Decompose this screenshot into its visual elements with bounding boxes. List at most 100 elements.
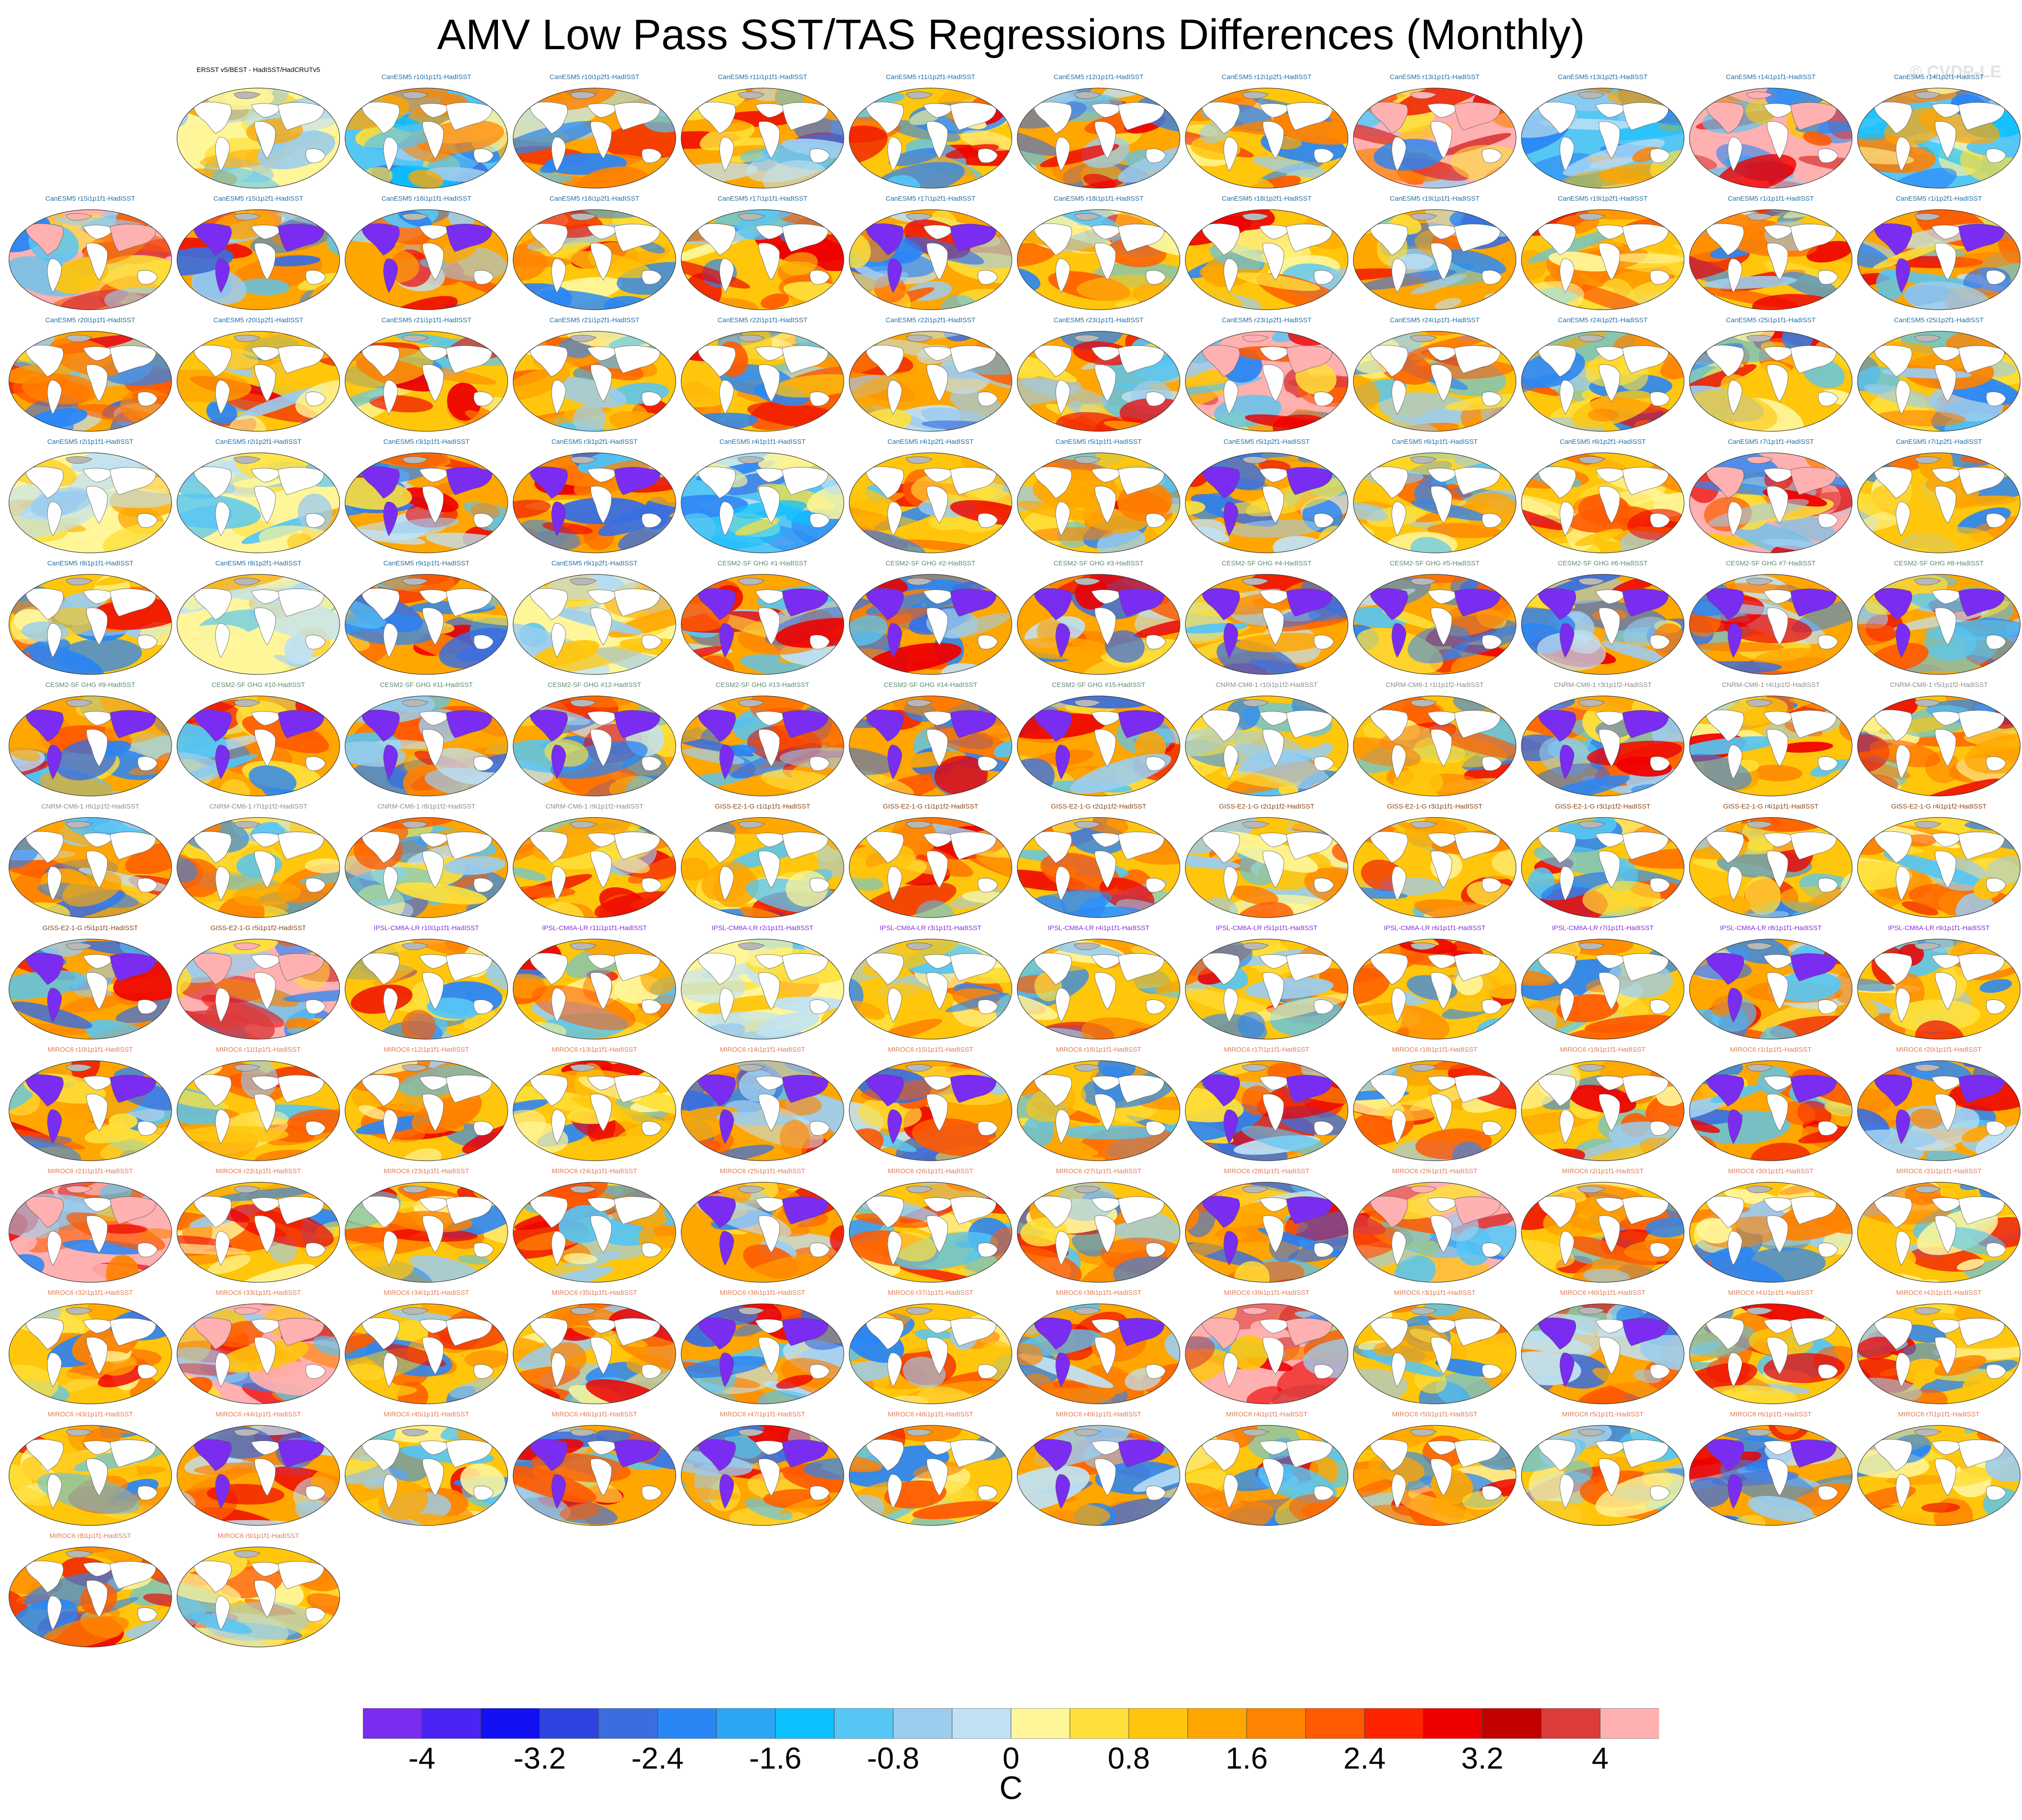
map-panel: CanESM5 r3i1p1f1-HadISST (342, 438, 510, 556)
map-panel: MIROC6 r12i1p1f1-HadISST (342, 1046, 510, 1163)
world-map (8, 209, 172, 310)
map-panel: CanESM5 r16i1p1f1-HadISST (342, 195, 510, 312)
map-panel: CESM2-SF GHG #12-HadISST (510, 682, 678, 799)
map-panel: CanESM5 r9i1p1f1-HadISST (342, 560, 510, 677)
map-panel: CanESM5 r5i1p2f1-HadISST (1183, 438, 1351, 556)
world-map (1017, 1425, 1180, 1526)
map-panel: MIROC6 r36i1p1f1-HadISST (678, 1289, 847, 1407)
world-map (8, 695, 172, 796)
world-map (177, 1425, 340, 1526)
map-panel: MIROC6 r20i1p1f1-HadISST (1855, 1046, 2022, 1163)
map-panel-title: MIROC6 r40i1p1f1-HadISST (1560, 1289, 1646, 1297)
map-panel-title: CanESM5 r18i1p1f1-HadISST (1053, 195, 1144, 202)
map-panel-title: MIROC6 r38i1p1f1-HadISST (1056, 1289, 1142, 1297)
map-panel: CanESM5 r6i1p1f1-HadISST (1351, 438, 1519, 556)
map-panel: MIROC6 r25i1p1f1-HadISST (678, 1168, 847, 1285)
map-panel-title: CanESM5 r9i1p2f1-HadISST (551, 560, 638, 567)
world-map (177, 1182, 340, 1283)
map-panel-title: CESM2-SF GHG #4-HadISST (1222, 560, 1312, 567)
map-panel: MIROC6 r2i1p1f1-HadISST (1519, 1168, 1687, 1285)
map-panel: CESM2-SF GHG #4-HadISST (1183, 560, 1351, 677)
map-panel-title: MIROC6 r8i1p1f1-HadISST (49, 1533, 131, 1540)
world-map (345, 452, 508, 553)
world-map (177, 1303, 340, 1404)
map-panel: MIROC6 r31i1p1f1-HadISST (1855, 1168, 2022, 1285)
map-panel-title: CanESM5 r8i1p1f1-HadISST (47, 560, 134, 567)
map-panel: CanESM5 r4i1p1f1-HadISST (678, 438, 847, 556)
world-map (513, 209, 676, 310)
world-map (1521, 1060, 1685, 1161)
colorbar-tick-label: 2.4 (1343, 1741, 1386, 1775)
world-map (681, 331, 844, 432)
map-panel-title: CanESM5 r14i1p2f1-HadISST (1894, 74, 1984, 81)
map-panel: MIROC6 r11i1p1f1-HadISST (174, 1046, 342, 1163)
map-panel-title: IPSL-CM6A-LR r7i1p1f1-HadISST (1552, 925, 1654, 932)
map-panel-title: MIROC6 r15i1p1f1-HadISST (888, 1046, 973, 1053)
map-panel: CanESM5 r15i1p1f1-HadISST (6, 195, 174, 312)
map-panel-title: CanESM5 r4i1p1f1-HadISST (719, 438, 806, 446)
map-panel-title: CanESM5 r17i1p2f1-HadISST (885, 195, 976, 202)
map-panel-title: MIROC6 r37i1p1f1-HadISST (888, 1289, 973, 1297)
map-panel-title: CESM2-SF GHG #12-HadISST (548, 682, 641, 689)
colorbar-swatch (1129, 1708, 1188, 1739)
map-panel: CanESM5 r12i1p2f1-HadISST (1183, 74, 1351, 191)
map-panel-title: GISS-E2-1-G r5i1p1f2-HadISST (211, 925, 306, 932)
map-panel-title: CanESM5 r17i1p1f1-HadISST (717, 195, 808, 202)
map-panel-title: CNRM-CM6-1 r4i1p1f2-HadISST (1722, 682, 1820, 689)
map-panel: CESM2-SF GHG #11-HadISST (342, 682, 510, 799)
map-panel-title: CanESM5 r19i1p1f1-HadISST (1390, 195, 1480, 202)
colorbar-swatch (775, 1708, 835, 1739)
map-panel-title: MIROC6 r26i1p1f1-HadISST (888, 1168, 973, 1175)
map-panel: CESM2-SF GHG #13-HadISST (678, 682, 847, 799)
map-panel-title: MIROC6 r24i1p1f1-HadISST (552, 1168, 637, 1175)
world-map (8, 1425, 172, 1526)
colorbar-swatch (1187, 1708, 1247, 1739)
world-map (1689, 1060, 1853, 1161)
map-panel: MIROC6 r10i1p1f1-HadISST (6, 1046, 174, 1163)
map-panel: CanESM5 r7i1p1f1-HadISST (1687, 438, 1855, 556)
world-map (1017, 88, 1180, 189)
map-panel-title: GISS-E2-1-G r5i1p1f1-HadISST (42, 925, 138, 932)
map-panel-title: MIROC6 r41i1p1f1-HadISST (1728, 1289, 1814, 1297)
map-panel: CanESM5 r13i1p2f1-HadISST (1519, 74, 1687, 191)
map-panel: CanESM5 r8i1p2f1-HadISST (174, 560, 342, 677)
map-panel-title: GISS-E2-1-G r3i1p1f2-HadISST (1555, 803, 1651, 810)
map-panel: GISS-E2-1-G r1i1p1f1-HadISST (678, 803, 847, 920)
map-panel: MIROC6 r42i1p1f1-HadISST (1855, 1289, 2022, 1407)
map-panel: CanESM5 r1i1p1f1-HadISST (1687, 195, 1855, 312)
map-panel: GISS-E2-1-G r4i1p1f1-HadISST (1687, 803, 1855, 920)
map-panel-title: CanESM5 r5i1p1f1-HadISST (1055, 438, 1142, 446)
map-panel: IPSL-CM6A-LR r9i1p1f1-HadISST (1855, 925, 2022, 1042)
map-panel: CanESM5 r19i1p1f1-HadISST (1351, 195, 1519, 312)
map-panel: MIROC6 r6i1p1f1-HadISST (1687, 1411, 1855, 1528)
map-panel: MIROC6 r28i1p1f1-HadISST (1183, 1168, 1351, 1285)
world-map (681, 1060, 844, 1161)
colorbar-swatch (1070, 1708, 1129, 1739)
map-panel-title: CNRM-CM6-1 r6i1p1f2-HadISST (41, 803, 139, 810)
map-panel-title: MIROC6 r28i1p1f1-HadISST (1224, 1168, 1310, 1175)
map-panel: CanESM5 r15i1p2f1-HadISST (174, 195, 342, 312)
map-panel-title: CESM2-SF GHG #10-HadISST (211, 682, 305, 689)
map-panel: CNRM-CM6-1 r4i1p1f2-HadISST (1687, 682, 1855, 799)
world-map (1017, 574, 1180, 675)
world-map (1353, 452, 1516, 553)
map-panel: CanESM5 r25i1p2f1-HadISST (1855, 317, 2022, 434)
world-map (1521, 817, 1685, 918)
map-panel-title: CanESM5 r11i1p1f1-HadISST (718, 74, 807, 81)
map-panel: CanESM5 r11i1p1f1-HadISST (678, 74, 847, 191)
map-panel-title: MIROC6 r23i1p1f1-HadISST (383, 1168, 469, 1175)
colorbar-swatch (716, 1708, 776, 1739)
map-panel-title: CESM2-SF GHG #13-HadISST (716, 682, 809, 689)
map-panel: CanESM5 r20i1p2f1-HadISST (174, 317, 342, 434)
world-map (177, 331, 340, 432)
map-panel-title: MIROC6 r32i1p1f1-HadISST (47, 1289, 133, 1297)
world-map (345, 695, 508, 796)
map-panel-title: MIROC6 r39i1p1f1-HadISST (1224, 1289, 1310, 1297)
map-panel-title: CanESM5 r5i1p2f1-HadISST (1223, 438, 1310, 446)
map-panel-title: MIROC6 r31i1p1f1-HadISST (1896, 1168, 1982, 1175)
world-map (513, 1303, 676, 1404)
map-panel-title: MIROC6 r17i1p1f1-HadISST (1224, 1046, 1310, 1053)
world-map (513, 574, 676, 675)
map-panel-title: CanESM5 r22i1p2f1-HadISST (885, 317, 976, 324)
map-panel: MIROC6 r33i1p1f1-HadISST (174, 1289, 342, 1407)
